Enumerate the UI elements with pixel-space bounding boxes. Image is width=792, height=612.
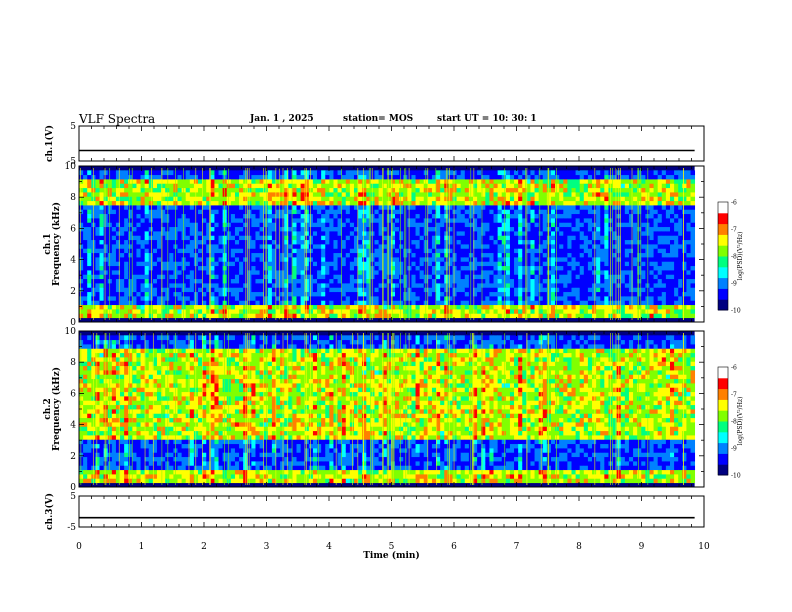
sferic-lines (80, 168, 684, 320)
colorbar-tick-label: -6 (731, 200, 737, 207)
colorbar-tick-label: -8 (731, 254, 737, 261)
y-tick-label: -5 (67, 523, 76, 533)
colorbar-tick-label: -7 (731, 392, 737, 399)
y-tick-label: 8 (70, 193, 76, 203)
x-tick-label: 6 (451, 542, 457, 552)
y-axis-label: Frequency (kHz) (51, 367, 62, 451)
x-tick-label: 4 (326, 542, 332, 552)
x-tick-label: 5 (389, 542, 395, 552)
x-tick-label: 1 (139, 542, 145, 552)
colorbar: -6 -7 -8 -9 -10 log(PSD)(V²/Hz) (717, 365, 744, 480)
y-tick-label: 0 (70, 318, 76, 328)
colorbar-tick-label: -6 (731, 365, 737, 372)
colorbar-tick-label: -9 (731, 446, 737, 453)
x-tick-label: 8 (576, 542, 582, 552)
y-tick-label: 6 (70, 224, 76, 234)
figure-title: VLF Spectra (79, 112, 156, 126)
y-axis-label: ch.3(V) (44, 493, 55, 530)
y-tick-label: 10 (65, 327, 77, 337)
colorbar-tick-label: -8 (731, 419, 737, 426)
colorbar-tick-label: -10 (731, 473, 741, 480)
x-tick-label: 2 (201, 542, 207, 552)
spectrogram-cells (79, 335, 696, 484)
colorbar-tick-label: -7 (731, 227, 737, 234)
sferic-lines (80, 333, 684, 485)
y-tick-label: 6 (70, 389, 76, 399)
x-tick-label: 3 (264, 542, 270, 552)
panels: ch.1(V) 5 -5 -6 -7 -8 -9 -10 log(PSD)(V²/Hz) ch.1… (43, 122, 744, 533)
date-label: Jan. 1 , 2025 (250, 114, 314, 124)
y-tick-label: -5 (67, 157, 76, 167)
y-tick-label: 4 (70, 256, 76, 266)
x-tick-label: 10 (698, 542, 710, 552)
panel-frame (78, 125, 705, 162)
colorbar: -6 -7 -8 -9 -10 log(PSD)(V²/Hz) (717, 200, 744, 315)
y-tick-label: 5 (70, 492, 76, 502)
start-time-label: start UT = 10: 30: 1 (437, 114, 537, 124)
x-tick-label: 0 (76, 542, 82, 552)
y-tick-label: 2 (70, 287, 76, 297)
colorbar-label: log(PSD)(V²/Hz) (737, 397, 744, 446)
panel-2: -6 -7 -8 -9 -10 log(PSD)(V²/Hz) ch.1 Frequency … (43, 162, 744, 328)
colorbar-label: log(PSD)(V²/Hz) (737, 232, 744, 281)
panel-1: ch.1(V) 5 -5 (44, 122, 705, 167)
colorbar-tick-label: -10 (731, 308, 741, 315)
x-tick-label: 9 (639, 542, 645, 552)
spectrogram-cells (79, 170, 696, 319)
x-axis-label: Time (min) (363, 550, 420, 561)
y-tick-label: 0 (70, 483, 76, 493)
y-axis-label: Frequency (kHz) (51, 202, 62, 286)
time-axis: 0 1 2 3 4 5 6 7 8 9 10 Time (min) (76, 542, 710, 561)
x-tick-label: 7 (514, 542, 520, 552)
y-axis-label: ch.1 (43, 233, 53, 254)
y-tick-label: 4 (70, 421, 76, 431)
panel-4: ch.3(V) 5 -5 (44, 492, 705, 533)
station-label: station= MOS (343, 114, 414, 124)
panel-3: -6 -7 -8 -9 -10 log(PSD)(V²/Hz) ch.2 Frequency … (43, 327, 744, 493)
y-tick-label: 10 (65, 162, 77, 172)
y-tick-label: 2 (70, 452, 76, 462)
y-tick-label: 8 (70, 358, 76, 368)
colorbar-tick-label: -9 (731, 281, 737, 288)
y-axis-label: ch.2 (43, 398, 53, 419)
y-axis-label: ch.1(V) (44, 125, 55, 162)
y-tick-label: 5 (70, 122, 76, 132)
